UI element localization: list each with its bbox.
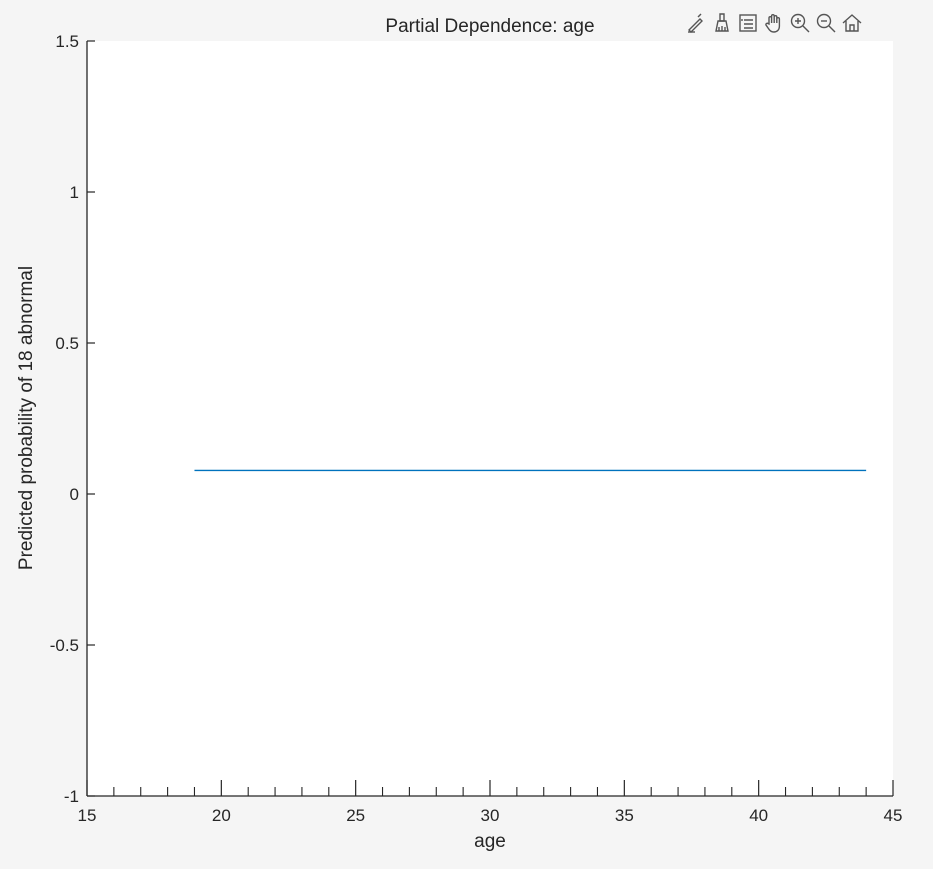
- x-tick-label: 30: [481, 806, 500, 825]
- home-icon[interactable]: [840, 10, 864, 36]
- pan-icon[interactable]: [762, 10, 786, 36]
- plot-area[interactable]: [87, 41, 893, 796]
- axes-toolbar: [684, 10, 864, 36]
- y-tick-label: 1.5: [55, 32, 79, 51]
- zoom-out-icon[interactable]: [814, 10, 838, 36]
- y-tick-label: 1: [70, 183, 79, 202]
- x-tick-label: 40: [749, 806, 768, 825]
- legend-icon[interactable]: [736, 10, 760, 36]
- edit-icon[interactable]: [684, 10, 708, 36]
- brush-icon[interactable]: [710, 10, 734, 36]
- zoom-in-icon[interactable]: [788, 10, 812, 36]
- y-tick-label: -1: [64, 787, 79, 806]
- x-tick-label: 15: [78, 806, 97, 825]
- x-tick-label: 45: [884, 806, 903, 825]
- chart-title: Partial Dependence: age: [385, 16, 594, 37]
- x-axis-label: age: [474, 831, 506, 852]
- axes: -1 -0.5 0 0.5 1 1.5 15 20 25 30 35 40 45: [50, 32, 903, 825]
- x-tick-label: 35: [615, 806, 634, 825]
- y-tick-label: -0.5: [50, 636, 79, 655]
- x-tick-label: 25: [346, 806, 365, 825]
- y-axis-label: Predicted probability of 18 abnormal: [16, 266, 37, 570]
- y-tick-label: 0: [70, 485, 79, 504]
- x-tick-label: 20: [212, 806, 231, 825]
- y-tick-label: 0.5: [55, 334, 79, 353]
